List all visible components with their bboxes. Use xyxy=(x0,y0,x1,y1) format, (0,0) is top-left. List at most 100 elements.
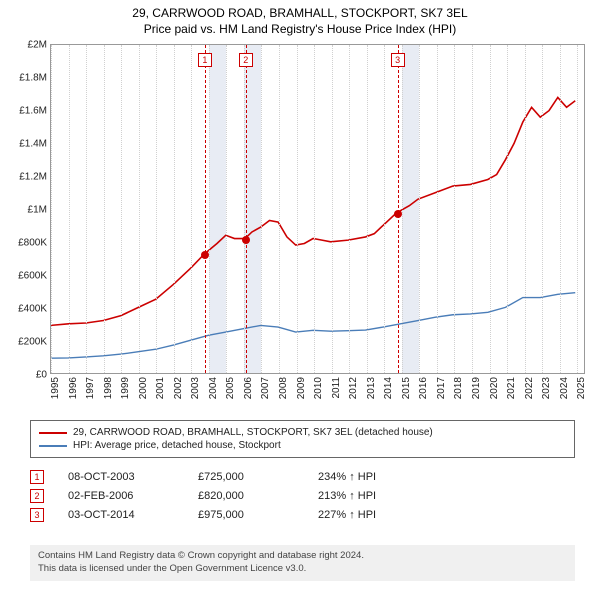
event-table-badge: 2 xyxy=(30,489,44,503)
event-date: 03-OCT-2014 xyxy=(68,509,198,521)
x-axis-label: 2022 xyxy=(524,377,535,399)
x-axis-label: 2024 xyxy=(559,377,570,399)
gridline-vertical xyxy=(402,45,403,373)
x-axis-label: 2000 xyxy=(138,377,149,399)
event-pct-vs-hpi: 234% ↑ HPI xyxy=(318,471,438,483)
x-axis-label: 1999 xyxy=(120,377,131,399)
gridline-vertical xyxy=(577,45,578,373)
gridline-vertical xyxy=(384,45,385,373)
event-dot xyxy=(201,251,209,259)
legend-swatch xyxy=(39,432,67,434)
event-table-badge: 3 xyxy=(30,508,44,522)
gridline-vertical xyxy=(174,45,175,373)
x-axis-label: 2021 xyxy=(506,377,517,399)
gridline-vertical xyxy=(279,45,280,373)
gridline-vertical xyxy=(367,45,368,373)
y-axis-label: £2M xyxy=(28,40,47,51)
gridline-vertical xyxy=(104,45,105,373)
x-axis-label: 1997 xyxy=(85,377,96,399)
gridline-vertical xyxy=(419,45,420,373)
x-axis-label: 2004 xyxy=(208,377,219,399)
x-axis-label: 2017 xyxy=(436,377,447,399)
event-table-row: 2 02-FEB-2006£820,000213% ↑ HPI xyxy=(30,489,575,503)
x-axis-label: 2010 xyxy=(313,377,324,399)
legend-swatch xyxy=(39,445,67,447)
y-axis-label: £400K xyxy=(18,304,47,315)
gridline-vertical xyxy=(542,45,543,373)
x-axis-label: 2005 xyxy=(225,377,236,399)
x-axis-label: 2016 xyxy=(418,377,429,399)
gridline-vertical xyxy=(314,45,315,373)
gridline-vertical xyxy=(261,45,262,373)
x-axis-label: 2014 xyxy=(383,377,394,399)
x-axis-label: 2008 xyxy=(278,377,289,399)
gridline-vertical xyxy=(69,45,70,373)
event-dot xyxy=(394,210,402,218)
x-axis-label: 1996 xyxy=(68,377,79,399)
event-marker-line xyxy=(205,45,206,373)
gridline-vertical xyxy=(121,45,122,373)
gridline-vertical xyxy=(349,45,350,373)
series-line-hpi xyxy=(51,293,575,359)
x-axis-label: 2011 xyxy=(331,377,342,399)
event-badge: 2 xyxy=(239,53,253,67)
legend-label: 29, CARRWOOD ROAD, BRAMHALL, STOCKPORT, … xyxy=(73,427,433,438)
event-badge: 1 xyxy=(198,53,212,67)
footer-line-2: This data is licensed under the Open Gov… xyxy=(38,563,567,576)
gridline-vertical xyxy=(139,45,140,373)
gridline-vertical xyxy=(560,45,561,373)
x-axis-label: 2012 xyxy=(348,377,359,399)
event-badge: 3 xyxy=(391,53,405,67)
gridline-vertical xyxy=(454,45,455,373)
event-dot xyxy=(242,236,250,244)
gridline-vertical xyxy=(209,45,210,373)
chart-plot-area: 1995199619971998199920002001200220032004… xyxy=(50,44,585,374)
y-axis-label: £1.6M xyxy=(19,106,47,117)
legend-label: HPI: Average price, detached house, Stoc… xyxy=(73,440,281,451)
x-axis-label: 1995 xyxy=(50,377,61,399)
x-axis-label: 2013 xyxy=(366,377,377,399)
y-axis-label: £1.4M xyxy=(19,139,47,150)
x-axis-label: 2015 xyxy=(401,377,412,399)
event-date: 02-FEB-2006 xyxy=(68,490,198,502)
footer-attribution: Contains HM Land Registry data © Crown c… xyxy=(30,545,575,581)
event-price: £725,000 xyxy=(198,471,318,483)
x-axis-label: 2002 xyxy=(173,377,184,399)
event-marker-line xyxy=(398,45,399,373)
chart-title-address: 29, CARRWOOD ROAD, BRAMHALL, STOCKPORT, … xyxy=(0,6,600,20)
y-axis-label: £0 xyxy=(36,370,47,381)
x-axis-label: 2018 xyxy=(453,377,464,399)
event-table-row: 3 03-OCT-2014£975,000227% ↑ HPI xyxy=(30,508,575,522)
x-axis-label: 2001 xyxy=(155,377,166,399)
y-axis-label: £1.8M xyxy=(19,73,47,84)
x-axis-label: 2023 xyxy=(541,377,552,399)
x-axis-label: 2007 xyxy=(260,377,271,399)
legend-box: 29, CARRWOOD ROAD, BRAMHALL, STOCKPORT, … xyxy=(30,420,575,458)
chart-lines-svg xyxy=(51,45,584,373)
x-axis-label: 2019 xyxy=(471,377,482,399)
event-price: £820,000 xyxy=(198,490,318,502)
gridline-vertical xyxy=(51,45,52,373)
gridline-vertical xyxy=(191,45,192,373)
legend-row: HPI: Average price, detached house, Stoc… xyxy=(39,440,566,451)
event-pct-vs-hpi: 213% ↑ HPI xyxy=(318,490,438,502)
y-axis-label: £800K xyxy=(18,238,47,249)
chart-subtitle: Price paid vs. HM Land Registry's House … xyxy=(0,22,600,36)
gridline-vertical xyxy=(86,45,87,373)
chart-container: 29, CARRWOOD ROAD, BRAMHALL, STOCKPORT, … xyxy=(0,0,600,590)
x-axis-label: 1998 xyxy=(103,377,114,399)
title-block: 29, CARRWOOD ROAD, BRAMHALL, STOCKPORT, … xyxy=(0,0,600,40)
legend-row: 29, CARRWOOD ROAD, BRAMHALL, STOCKPORT, … xyxy=(39,427,566,438)
events-table: 108-OCT-2003£725,000234% ↑ HPI 2 02-FEB-20… xyxy=(30,465,575,527)
series-line-price xyxy=(51,97,575,325)
x-axis-label: 2009 xyxy=(296,377,307,399)
x-axis-label: 2020 xyxy=(489,377,500,399)
event-table-row: 108-OCT-2003£725,000234% ↑ HPI xyxy=(30,470,575,484)
event-price: £975,000 xyxy=(198,509,318,521)
event-pct-vs-hpi: 227% ↑ HPI xyxy=(318,509,438,521)
gridline-vertical xyxy=(437,45,438,373)
footer-line-1: Contains HM Land Registry data © Crown c… xyxy=(38,550,567,563)
gridline-vertical xyxy=(507,45,508,373)
y-axis-label: £200K xyxy=(18,337,47,348)
event-table-badge: 1 xyxy=(30,470,44,484)
